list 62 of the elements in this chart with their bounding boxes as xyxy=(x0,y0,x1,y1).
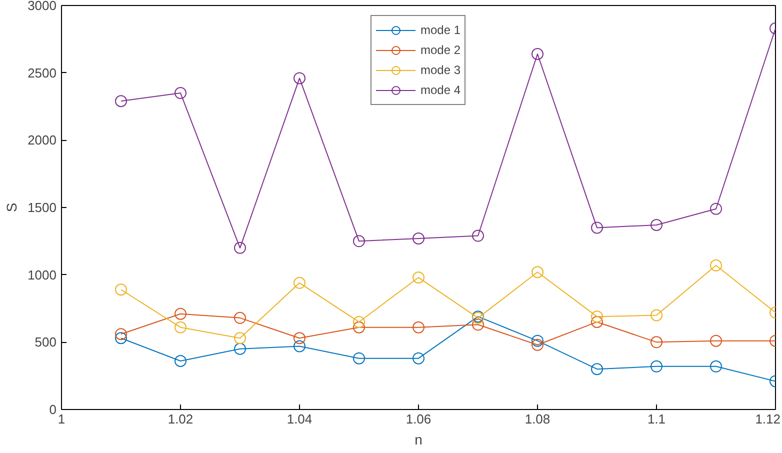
point xyxy=(174,87,186,100)
y-tick-label: 2000 xyxy=(28,132,56,148)
point xyxy=(650,336,662,348)
point xyxy=(234,332,246,344)
point xyxy=(472,230,484,242)
point xyxy=(115,284,127,296)
legend-label: mode 3 xyxy=(420,63,461,77)
point xyxy=(532,48,544,60)
point xyxy=(472,318,484,331)
y-tick-label: 1000 xyxy=(28,267,56,282)
x-tick-label: 1.04 xyxy=(286,412,312,426)
point xyxy=(710,259,722,272)
legend-label: mode 1 xyxy=(420,23,461,37)
x-tick-label: 1 xyxy=(58,412,66,426)
point xyxy=(412,352,424,364)
point xyxy=(591,222,603,234)
point xyxy=(234,242,246,254)
x-tick-label: 1.12 xyxy=(755,412,781,426)
point xyxy=(591,363,603,376)
point xyxy=(353,321,365,334)
point xyxy=(412,232,424,244)
y-tick-label: 2500 xyxy=(28,65,56,80)
point xyxy=(710,360,722,372)
point xyxy=(591,310,603,323)
point xyxy=(353,235,365,248)
point xyxy=(174,355,186,368)
point xyxy=(532,266,544,278)
point xyxy=(294,332,306,344)
x-tick-label: 1.1 xyxy=(647,412,666,426)
x-tick-label: 1.06 xyxy=(406,412,432,426)
point xyxy=(412,321,424,334)
x-axis-title: n xyxy=(414,432,422,448)
point xyxy=(115,332,127,344)
point xyxy=(174,321,186,334)
point xyxy=(294,276,306,289)
y-tick-label: 0 xyxy=(49,402,57,417)
point xyxy=(532,334,544,347)
point xyxy=(591,316,603,328)
point xyxy=(650,219,662,231)
point xyxy=(412,272,424,284)
point xyxy=(115,95,127,108)
y-tick-label: 1500 xyxy=(28,200,56,215)
point xyxy=(353,316,365,328)
point xyxy=(294,72,306,84)
point xyxy=(650,360,662,372)
point xyxy=(294,340,306,352)
y-axis-title: S xyxy=(4,202,20,212)
y-tick-label: 500 xyxy=(34,334,57,350)
x-tick-label: 1.02 xyxy=(168,412,194,426)
point xyxy=(234,312,246,324)
point xyxy=(650,309,662,322)
point xyxy=(353,352,365,364)
point xyxy=(115,328,127,340)
point xyxy=(234,342,246,355)
y-tick-label: 3000 xyxy=(28,0,56,13)
point xyxy=(174,308,186,320)
point xyxy=(710,202,722,215)
point xyxy=(532,338,544,351)
legend-label: mode 4 xyxy=(420,83,461,97)
point xyxy=(710,334,722,347)
legend-label: mode 2 xyxy=(420,43,461,57)
x-tick-label: 1.08 xyxy=(524,412,550,426)
